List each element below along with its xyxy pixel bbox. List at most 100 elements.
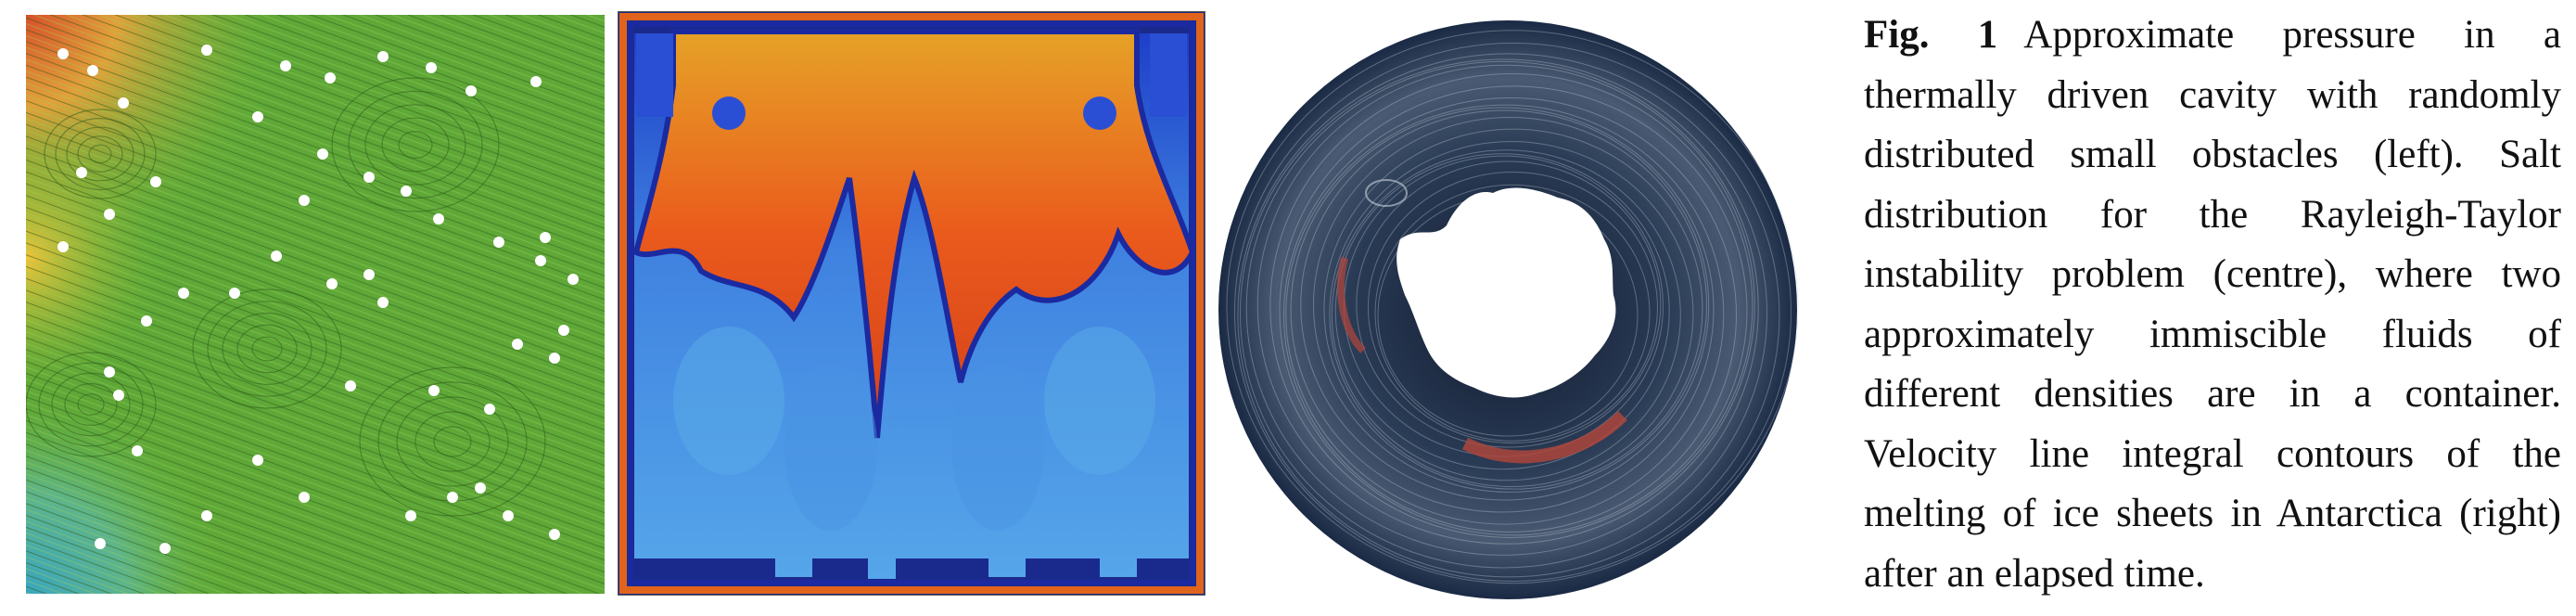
obstacle-dot	[95, 538, 106, 549]
obstacle-dot	[377, 51, 389, 62]
rayleigh-taylor-svg	[618, 11, 1205, 596]
streamline-swirl	[331, 77, 500, 212]
obstacle-dot	[325, 72, 336, 83]
obstacle-dot	[567, 274, 579, 285]
obstacle-dot	[484, 404, 495, 415]
obstacle-dot	[493, 237, 504, 248]
obstacle-dot	[549, 529, 560, 540]
obstacle-dot	[549, 353, 560, 364]
streamline-swirl	[66, 126, 134, 182]
streamline-swirl	[77, 393, 105, 416]
flow-contour	[1237, 53, 1780, 578]
obstacle-dot	[530, 76, 542, 87]
obstacle-dot	[299, 195, 310, 206]
obstacle-dot	[141, 315, 152, 327]
flow-contour	[1233, 42, 1792, 582]
streamline-swirl	[64, 383, 118, 427]
flow-contour	[1331, 149, 1681, 481]
streamline-swirl	[88, 144, 112, 164]
flow-contour	[1312, 117, 1707, 494]
obstacle-dot	[178, 288, 189, 299]
obstacle-dot	[118, 97, 129, 109]
obstacle-dot	[475, 482, 486, 494]
streamline-swirl	[44, 109, 157, 199]
obstacle-dot	[428, 385, 440, 396]
obstacle-dot	[405, 510, 416, 521]
streamline-swirl	[51, 372, 131, 437]
figure-label: Fig. 1	[1864, 13, 1998, 57]
streamline-swirl	[396, 396, 509, 487]
flow-contour	[1239, 58, 1767, 569]
obstacle-dot	[271, 250, 282, 262]
obstacle-dot	[201, 45, 212, 56]
streamline-swirl	[414, 411, 491, 472]
flow-contour	[1283, 96, 1738, 533]
streamline-swirl	[222, 313, 312, 386]
streamline-swirl	[236, 324, 298, 374]
obstacle-dot	[159, 543, 171, 554]
antarctica-flow-svg	[1218, 20, 1799, 599]
obstacle-dot	[57, 241, 69, 252]
flow-contour	[1329, 141, 1694, 488]
streamline-swirl	[381, 117, 450, 173]
rayleigh-taylor-image	[618, 11, 1205, 596]
figure-caption-text: Approximate pressure in a thermally driv…	[1864, 13, 2561, 596]
obstacle-dot	[401, 186, 412, 197]
streamline-swirl	[38, 362, 144, 447]
flow-contour	[1323, 128, 1703, 490]
obstacle-dot	[150, 176, 161, 187]
flow-contour	[1226, 30, 1799, 584]
obstacle-dot	[540, 232, 551, 243]
obstacle-dot	[535, 255, 546, 266]
streamline-swirl	[348, 90, 483, 199]
obstacle-dot	[252, 455, 263, 466]
obstacle-dot	[433, 213, 444, 225]
streamline-swirl	[251, 336, 283, 362]
obstacle-dot	[363, 172, 375, 183]
obstacle-dot	[252, 111, 263, 122]
obstacle-dot	[512, 339, 523, 350]
obstacle-dot	[377, 297, 389, 308]
streamline-swirl	[77, 135, 123, 173]
pressure-cavity-svg	[26, 15, 605, 594]
obstacle-dot	[363, 269, 375, 280]
streamline-swirl	[207, 301, 327, 397]
streamline-swirl	[55, 117, 146, 191]
obstacle-dot	[113, 390, 124, 401]
obstacle-dot	[426, 62, 437, 73]
pressure-cavity-image	[26, 15, 605, 594]
obstacle-dot	[465, 85, 477, 96]
obstacle-dot	[104, 209, 115, 220]
obstacle-dot	[345, 380, 356, 391]
flow-contour	[1367, 172, 1658, 444]
obstacle-dot	[280, 60, 291, 71]
flow-contour	[1374, 184, 1651, 442]
flow-contour	[1269, 72, 1753, 538]
obstacle-dot	[447, 492, 458, 503]
obstacle-dot	[87, 65, 98, 76]
obstacle-dot	[57, 48, 69, 59]
obstacle-dot	[229, 288, 240, 299]
flow-contour	[1300, 109, 1710, 501]
flow-contour	[1290, 107, 1715, 513]
flow-contour	[1245, 60, 1759, 556]
obstacle-dot	[326, 278, 338, 289]
streamline-swirl	[398, 130, 433, 159]
flow-contour	[1285, 104, 1725, 525]
flow-contour	[1356, 160, 1662, 448]
obstacle-dot	[317, 148, 328, 160]
streamline-swirl	[364, 104, 466, 186]
flow-contour	[1279, 85, 1748, 536]
streamline-swirl	[192, 289, 342, 409]
obstacle-dot	[132, 445, 143, 456]
flow-contour	[1334, 153, 1670, 470]
obstacle-dot	[76, 167, 87, 178]
obstacle-dot	[558, 325, 569, 336]
streamline-swirl	[26, 352, 157, 457]
antarctica-flow-image	[1215, 17, 1801, 603]
figure-caption: Fig. 1 Approximate pressure in a thermall…	[1864, 6, 2561, 604]
obstacle-dot	[299, 492, 310, 503]
flow-contour	[1256, 64, 1755, 545]
obstacle-dot	[503, 510, 514, 521]
obstacle-dot	[201, 510, 212, 521]
